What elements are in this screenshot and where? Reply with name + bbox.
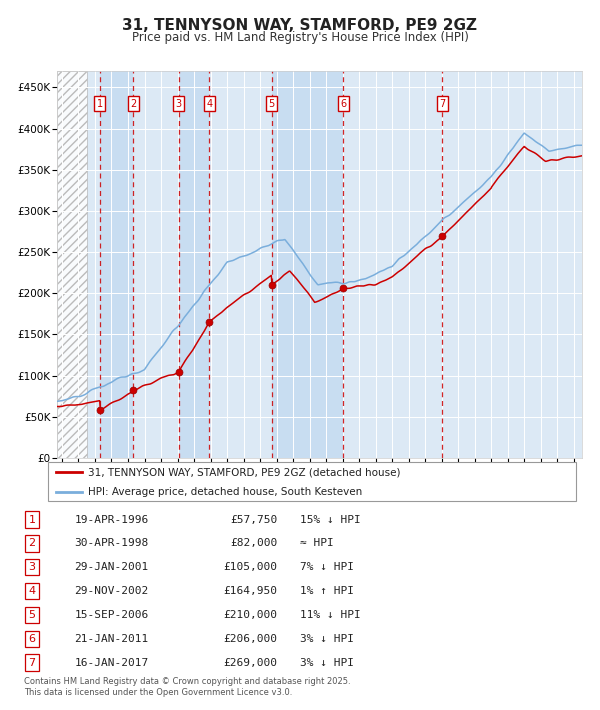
Text: 16-JAN-2017: 16-JAN-2017 — [74, 657, 149, 667]
Text: £82,000: £82,000 — [230, 538, 277, 548]
Text: 3: 3 — [29, 562, 35, 572]
Bar — [57, 71, 87, 458]
Text: 6: 6 — [29, 634, 35, 644]
Bar — [100, 71, 133, 458]
Text: 4: 4 — [206, 99, 212, 109]
Text: 31, TENNYSON WAY, STAMFORD, PE9 2GZ: 31, TENNYSON WAY, STAMFORD, PE9 2GZ — [122, 18, 478, 33]
Text: Contains HM Land Registry data © Crown copyright and database right 2025.: Contains HM Land Registry data © Crown c… — [24, 677, 350, 686]
Text: ≈ HPI: ≈ HPI — [300, 538, 334, 548]
Text: 15-SEP-2006: 15-SEP-2006 — [74, 610, 149, 620]
Text: 1: 1 — [97, 99, 103, 109]
Text: 21-JAN-2011: 21-JAN-2011 — [74, 634, 149, 644]
Text: 5: 5 — [269, 99, 275, 109]
Text: £206,000: £206,000 — [223, 634, 277, 644]
Text: 3: 3 — [176, 99, 182, 109]
Text: £210,000: £210,000 — [223, 610, 277, 620]
Text: 31, TENNYSON WAY, STAMFORD, PE9 2GZ (detached house): 31, TENNYSON WAY, STAMFORD, PE9 2GZ (det… — [88, 467, 400, 477]
Text: 7: 7 — [29, 657, 35, 667]
Text: 5: 5 — [29, 610, 35, 620]
Text: 29-JAN-2001: 29-JAN-2001 — [74, 562, 149, 572]
Text: 29-NOV-2002: 29-NOV-2002 — [74, 586, 149, 596]
Text: £269,000: £269,000 — [223, 657, 277, 667]
Text: 2: 2 — [130, 99, 137, 109]
Text: Price paid vs. HM Land Registry's House Price Index (HPI): Price paid vs. HM Land Registry's House … — [131, 31, 469, 43]
Bar — [57, 71, 87, 458]
Text: 3% ↓ HPI: 3% ↓ HPI — [300, 634, 354, 644]
Text: 15% ↓ HPI: 15% ↓ HPI — [300, 515, 361, 525]
Text: HPI: Average price, detached house, South Kesteven: HPI: Average price, detached house, Sout… — [88, 486, 362, 496]
Text: 1% ↑ HPI: 1% ↑ HPI — [300, 586, 354, 596]
Text: 6: 6 — [340, 99, 347, 109]
Text: 19-APR-1996: 19-APR-1996 — [74, 515, 149, 525]
Text: 1: 1 — [29, 515, 35, 525]
Text: £105,000: £105,000 — [223, 562, 277, 572]
Text: £164,950: £164,950 — [223, 586, 277, 596]
Text: 7: 7 — [439, 99, 445, 109]
Text: 3% ↓ HPI: 3% ↓ HPI — [300, 657, 354, 667]
FancyBboxPatch shape — [48, 462, 576, 501]
Text: This data is licensed under the Open Government Licence v3.0.: This data is licensed under the Open Gov… — [24, 688, 292, 697]
Text: 4: 4 — [29, 586, 35, 596]
Text: 7% ↓ HPI: 7% ↓ HPI — [300, 562, 354, 572]
Text: 30-APR-1998: 30-APR-1998 — [74, 538, 149, 548]
Text: £57,750: £57,750 — [230, 515, 277, 525]
Bar — [272, 71, 343, 458]
Text: 2: 2 — [29, 538, 35, 548]
Bar — [179, 71, 209, 458]
Text: 11% ↓ HPI: 11% ↓ HPI — [300, 610, 361, 620]
